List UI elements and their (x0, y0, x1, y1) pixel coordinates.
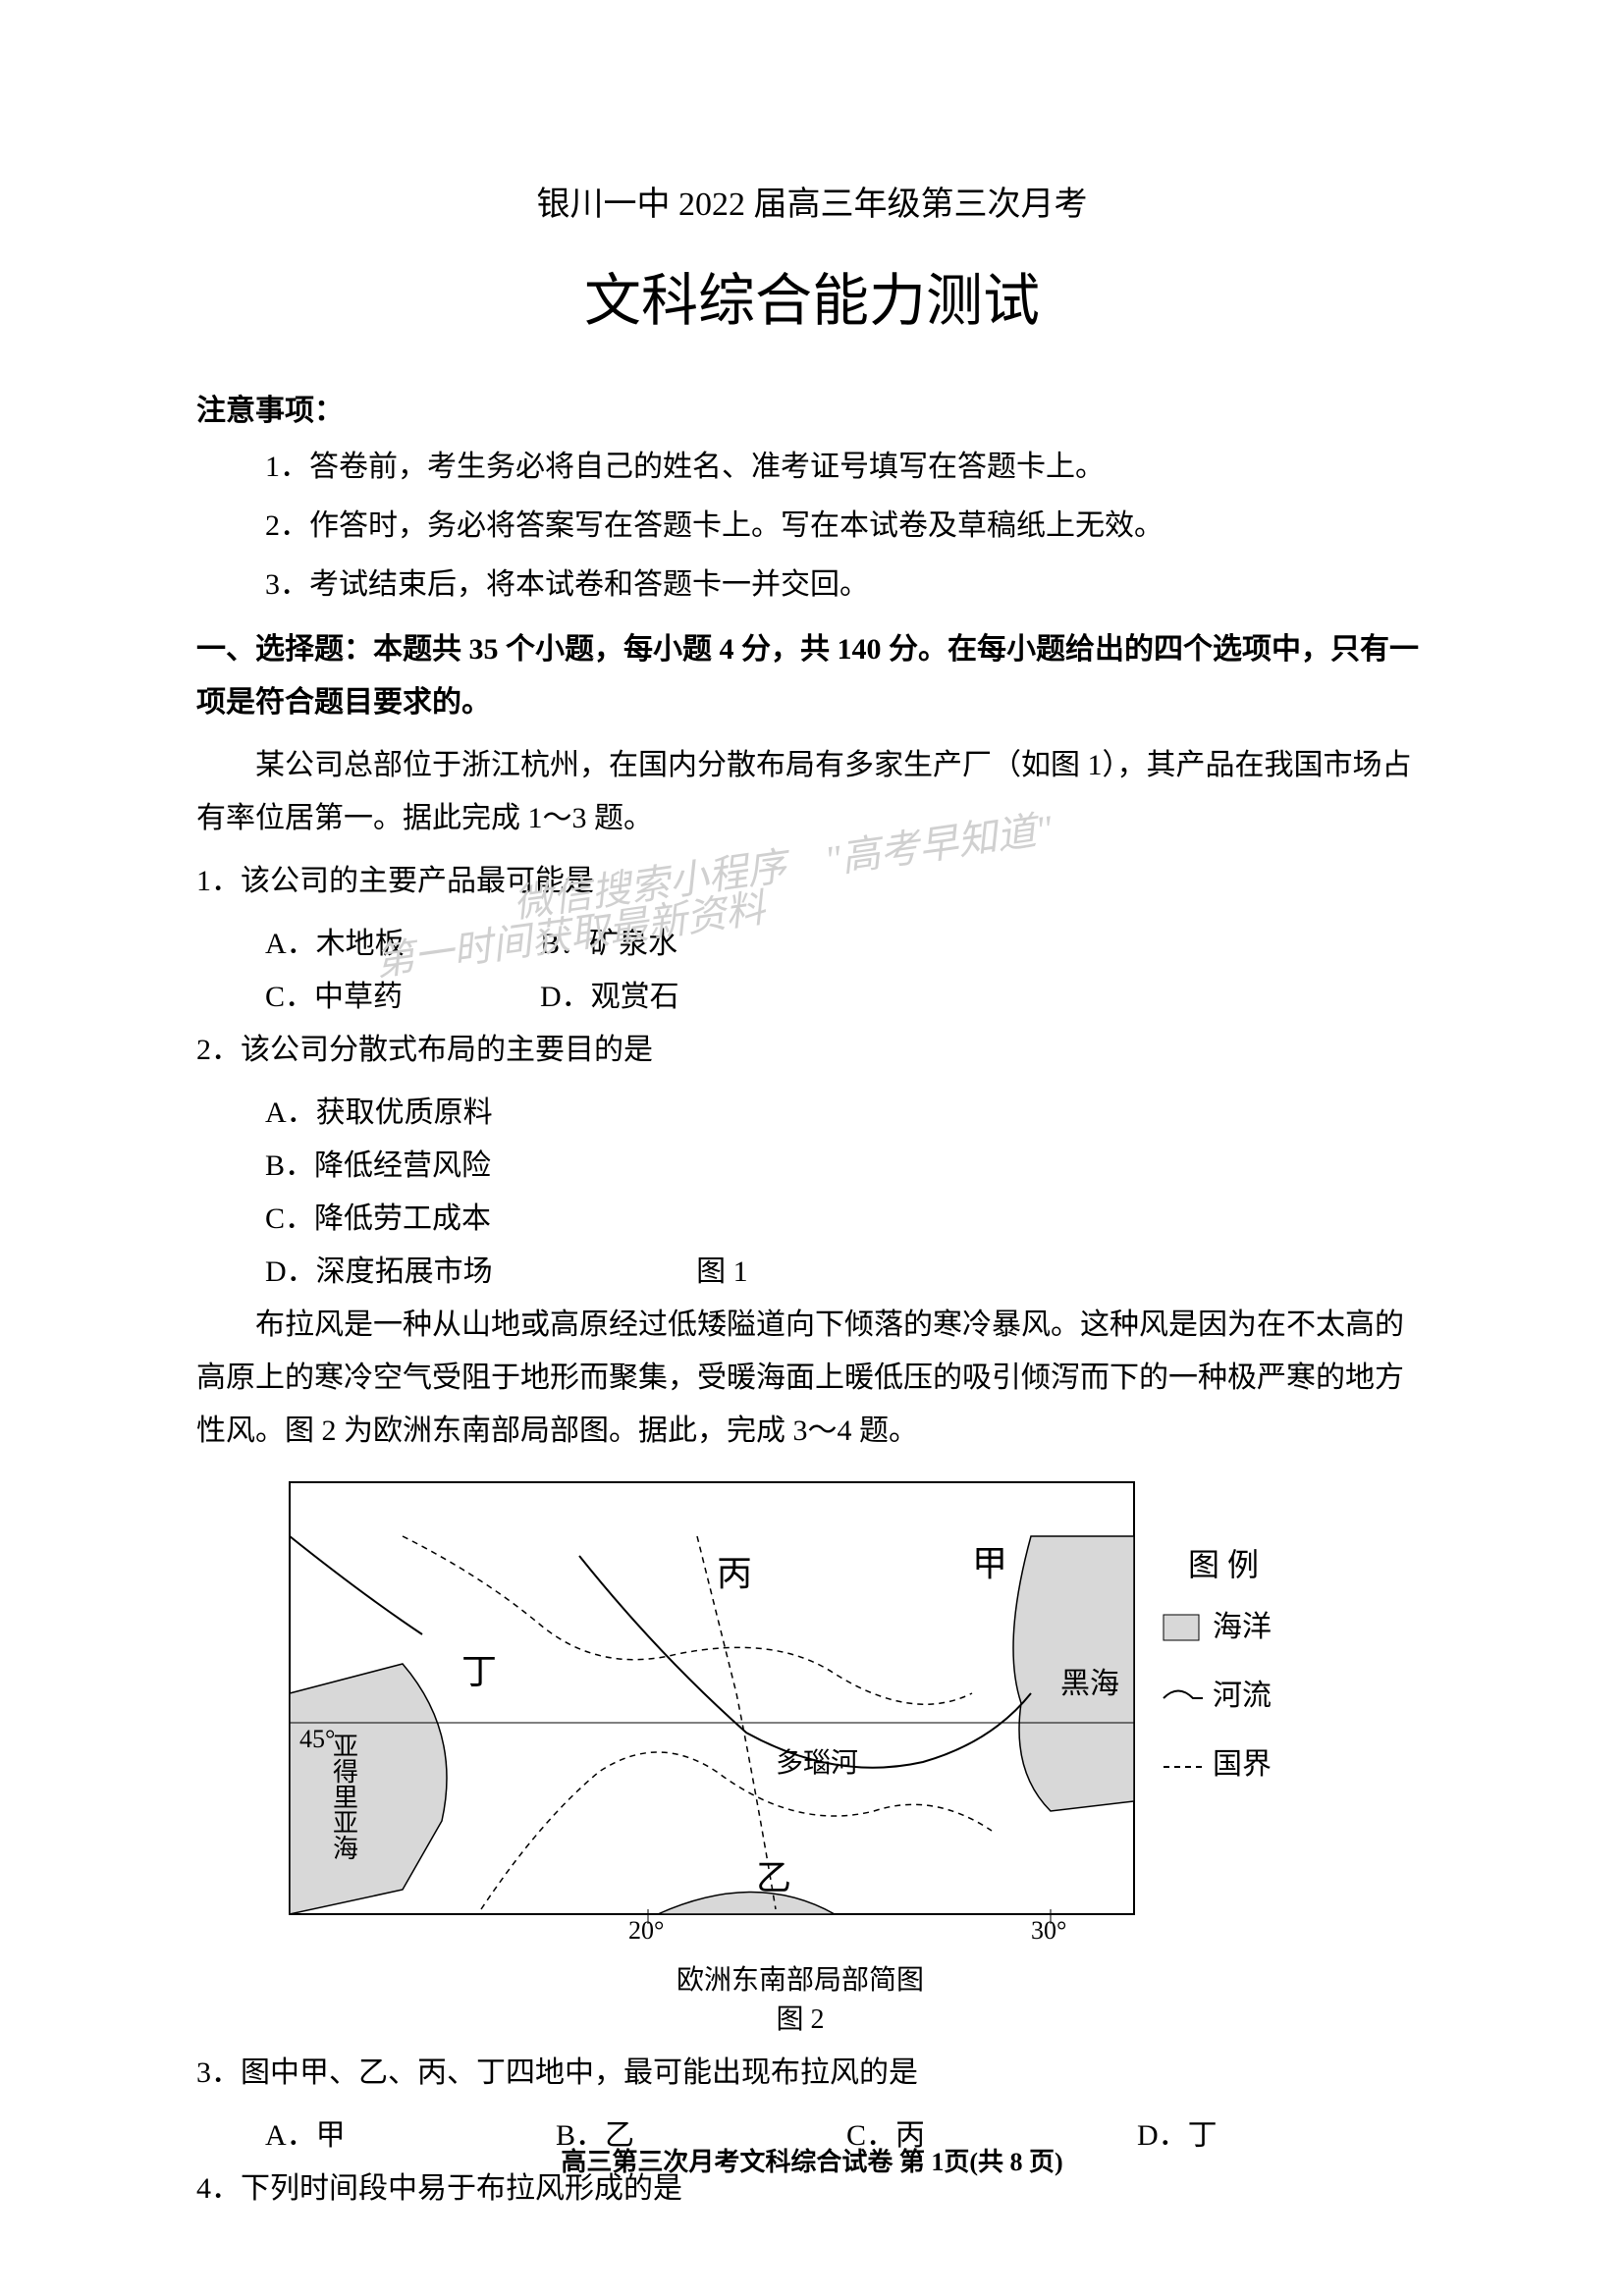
map-svg: 甲 乙 丙 丁 黑海 亚得里亚海 多瑙河 45° 20° 30° 图 例 海洋 … (285, 1477, 1316, 1949)
q2-option-d-row: D．深度拓展市场 图 1 (196, 1246, 1428, 1299)
map-lon-20: 20° (628, 1916, 664, 1945)
q3-stem: 3．图中甲、乙、丙、丁四地中，最可能出现布拉风的是 (196, 2047, 1428, 2100)
notice-label: 注意事项： (196, 386, 1428, 429)
fig1-label: 图 1 (696, 1246, 748, 1299)
passage-2: 布拉风是一种从山地或高原经过低矮隘道向下倾落的寒冷暴风。这种风是因为在不太高的高… (196, 1299, 1428, 1458)
q1-stem: 1．该公司的主要产品最可能是 (196, 855, 1428, 908)
map-caption: 欧洲东南部局部简图 图 2 (285, 1958, 1316, 2037)
notice-item-3: 3．考试结束后，将本试卷和答题卡一并交回。 (196, 561, 1428, 609)
notice-item-2: 2．作答时，务必将答案写在答题卡上。写在本试卷及草稿纸上无效。 (196, 503, 1428, 550)
map-lon-30: 30° (1031, 1916, 1066, 1945)
q1-options-row2: C．中草药 D．观赏石 (196, 971, 1428, 1024)
q2-option-a: A．获取优质原料 (196, 1087, 1428, 1140)
q1-option-c: C．中草药 (265, 971, 540, 1024)
map-lat-45: 45° (299, 1725, 335, 1753)
q2-option-d: D．深度拓展市场 (265, 1255, 493, 1288)
legend-river: 河流 (1213, 1680, 1272, 1712)
q1-option-b: B．矿泉水 (540, 918, 815, 971)
map-label-black-sea: 黑海 (1060, 1668, 1119, 1700)
legend-title: 图 例 (1188, 1547, 1259, 1582)
map-label-bing: 丙 (717, 1554, 752, 1593)
q2-stem: 2．该公司分散式布局的主要目的是 (196, 1024, 1428, 1077)
map-label-danube: 多瑙河 (776, 1747, 858, 1779)
map-label-yi: 乙 (756, 1858, 791, 1897)
map-figure: 甲 乙 丙 丁 黑海 亚得里亚海 多瑙河 45° 20° 30° 图 例 海洋 … (285, 1477, 1316, 2037)
section-1-header: 一、选择题：本题共 35 个小题，每小题 4 分，共 140 分。在每小题给出的… (196, 623, 1428, 729)
q2-option-b: B．降低经营风险 (196, 1140, 1428, 1193)
passage-1: 某公司总部位于浙江杭州，在国内分散布局有多家生产厂（如图 1），其产品在我国市场… (196, 739, 1428, 845)
legend-ocean: 海洋 (1213, 1611, 1272, 1643)
q1-options-row1: A．木地板 B．矿泉水 (196, 918, 1428, 971)
notice-item-1: 1．答卷前，考生务必将自己的姓名、准考证号填写在答题卡上。 (196, 444, 1428, 491)
header-subtitle: 银川一中 2022 届高三年级第三次月考 (196, 177, 1428, 225)
map-label-ding: 丁 (461, 1652, 497, 1691)
legend-border: 国界 (1213, 1748, 1272, 1781)
q1-option-a: A．木地板 (265, 918, 540, 971)
page-footer: 高三第三次月考文科综合试卷 第 1页(共 8 页) (0, 2142, 1624, 2178)
map-label-jia: 甲 (972, 1544, 1007, 1583)
q2-option-c: C．降低劳工成本 (196, 1193, 1428, 1246)
q1-option-d: D．观赏石 (540, 971, 815, 1024)
header-title: 文科综合能力测试 (196, 254, 1428, 337)
